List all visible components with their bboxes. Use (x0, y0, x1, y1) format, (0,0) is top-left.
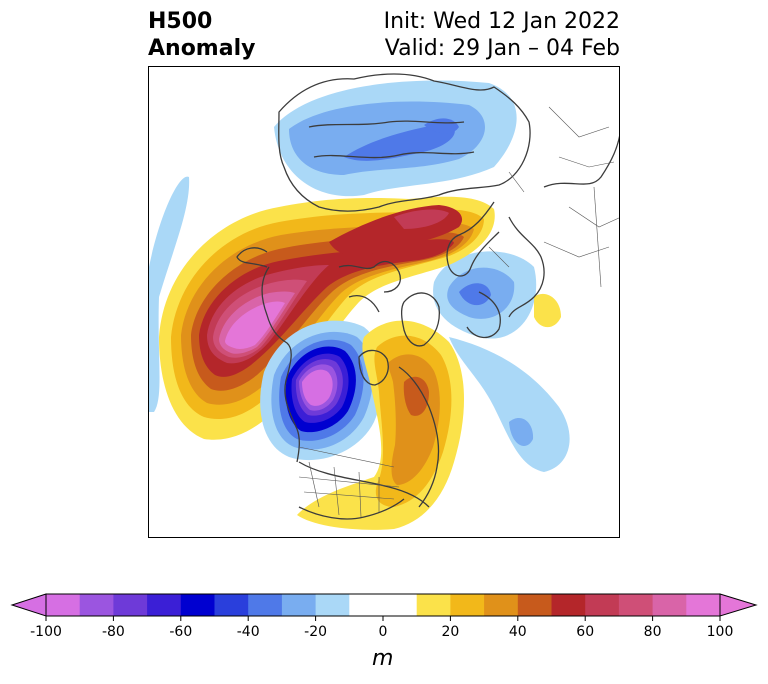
colorbar: -100 -80 -60 -40 -20 0 20 40 60 80 100 (10, 590, 758, 648)
colorbar-bin (281, 594, 317, 616)
colorbar-bin (618, 594, 654, 616)
anomaly-map (149, 67, 619, 537)
valid-range: Valid: 29 Jan – 04 Feb (384, 36, 620, 61)
colorbar-under-arrow (10, 593, 47, 617)
colorbar-tick-label: -20 (304, 624, 327, 640)
colorbar-tick-label: -60 (169, 624, 192, 640)
colorbar-tick-label: -40 (237, 624, 260, 640)
colorbar-bin (147, 594, 182, 616)
colorbar-bin (551, 594, 586, 616)
title-left: H500 Anomaly (148, 8, 255, 62)
colorbar-bin (180, 594, 215, 616)
colorbar-bin (315, 594, 350, 616)
colorbar-bin (113, 594, 148, 616)
colorbar-bin (79, 594, 114, 616)
western-edge-negative (149, 176, 190, 412)
colorbar-bin (416, 594, 451, 616)
colorbar-bin (450, 594, 485, 616)
colorbar-tick-label: 40 (509, 624, 527, 640)
colorbar-tick-label: 80 (644, 624, 662, 640)
map-panel (148, 66, 620, 538)
colorbar-tick-label: -100 (30, 624, 62, 640)
eastern-na-ridge (297, 320, 465, 530)
colorbar-tick-label: 20 (441, 624, 459, 640)
colorbar-bin (46, 594, 81, 616)
colorbar-unit: m (372, 646, 394, 671)
colorbar-bin (214, 594, 249, 616)
eastern-small-ridge (534, 293, 561, 328)
colorbar-tick-label: 100 (707, 624, 734, 640)
colorbar-graphic: -100 -80 -60 -40 -20 0 20 40 60 80 100 (10, 593, 758, 640)
colorbar-tick-label: -80 (102, 624, 125, 640)
field-type: Anomaly (148, 36, 256, 61)
title-right: Init: Wed 12 Jan 2022 Valid: 29 Jan – 04… (384, 8, 620, 62)
colorbar-over-arrow (719, 593, 758, 617)
colorbar-bin (517, 594, 552, 616)
borders (298, 106, 619, 518)
colorbar-bin (248, 594, 283, 616)
colorbar-tick-label: 0 (379, 624, 388, 640)
coastlines (236, 73, 619, 520)
north-pacific-ridge (159, 196, 495, 440)
field-name: H500 (148, 9, 213, 34)
colorbar-bin (585, 594, 620, 616)
ridge-white-pocket (376, 298, 386, 308)
colorbar-bin (349, 594, 418, 616)
atlantic-negative-core (509, 418, 534, 446)
colorbar-bin (652, 594, 687, 616)
colorbar-bin (484, 594, 519, 616)
init-date: Init: Wed 12 Jan 2022 (383, 9, 620, 34)
atlantic-negative-tongue (449, 337, 570, 472)
colorbar-tick-label: 60 (576, 624, 594, 640)
colorbar-bin (686, 594, 721, 616)
eurasian-trough (274, 80, 517, 197)
